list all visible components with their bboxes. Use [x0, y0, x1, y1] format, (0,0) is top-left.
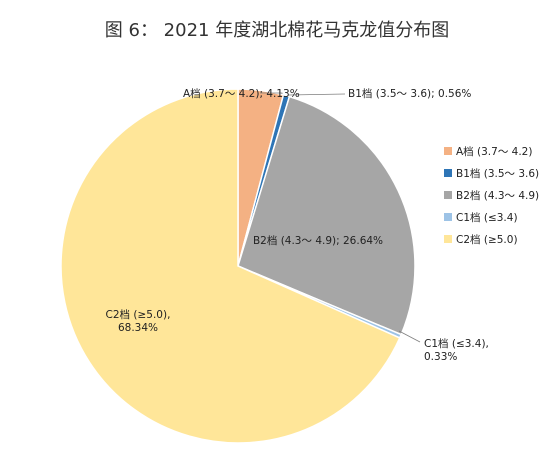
pie-slices	[60, 88, 416, 444]
data-label-b2-4-3-4-9: B2档 (4.3～ 4.9); 26.64%	[253, 234, 383, 247]
data-label-c1-3-4: C1档 (≤3.4), 0.33%	[424, 337, 489, 363]
leader-line-b1-3-5-3-6	[288, 93, 346, 96]
legend: A档 (3.7～ 4.2) B1档 (3.5～ 3.6) B2档 (4.3～ 4.9…	[444, 145, 539, 246]
pie-slice-c2-5-0	[60, 88, 401, 444]
legend-label-c2-5-0: C2档 (≥5.0)	[456, 233, 518, 246]
data-labels: A档 (3.7～ 4.2); 4.13% B1档 (3.5～ 3.6); 0.56…	[106, 87, 489, 363]
chart-title: 图 6： 2021 年度湖北棉花马克龙值分布图	[105, 20, 449, 41]
legend-swatch-c1-3-4	[444, 213, 452, 221]
leader-lines	[260, 92, 421, 343]
leader-line-a-3-7-4-2	[260, 92, 283, 94]
legend-swatch-a-3-7-4-2	[444, 147, 452, 155]
data-label-a-3-7-4-2: A档 (3.7～ 4.2); 4.13%	[183, 87, 300, 100]
pie-slice-b2-4-3-4-9	[237, 95, 416, 336]
legend-label-a-3-7-4-2: A档 (3.7～ 4.2)	[456, 145, 532, 158]
legend-label-c1-3-4: C1档 (≤3.4)	[456, 211, 518, 224]
legend-swatch-c2-5-0	[444, 235, 452, 243]
legend-swatch-b2-4-3-4-9	[444, 191, 452, 199]
legend-swatch-b1-3-5-3-6	[444, 169, 452, 177]
legend-label-b2-4-3-4-9: B2档 (4.3～ 4.9)	[456, 189, 539, 202]
data-label-b1-3-5-3-6: B1档 (3.5～ 3.6); 0.56%	[348, 87, 471, 100]
data-label-c2-5-0: C2档 (≥5.0), 68.34%	[106, 308, 171, 334]
legend-label-b1-3-5-3-6: B1档 (3.5～ 3.6)	[456, 167, 539, 180]
leader-line-c1-3-4	[398, 330, 421, 343]
